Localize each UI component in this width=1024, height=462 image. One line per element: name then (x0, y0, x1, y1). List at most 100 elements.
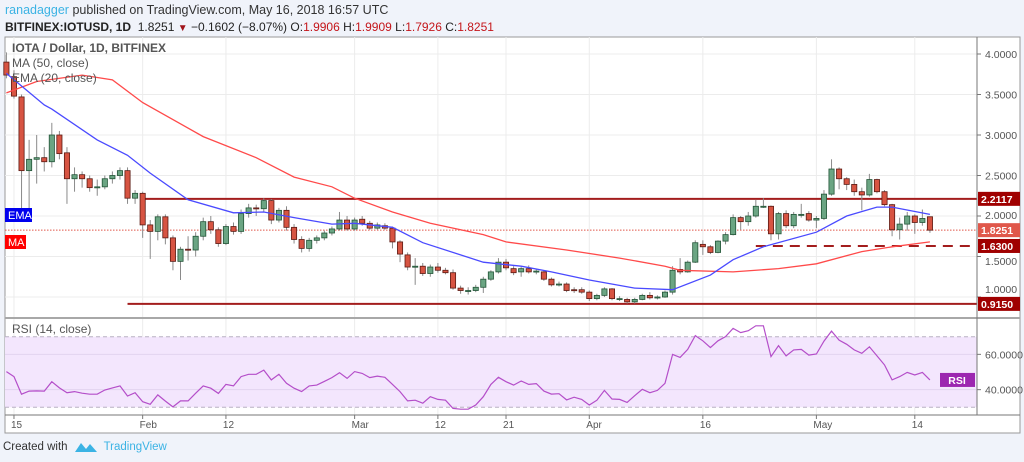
candle[interactable] (586, 290, 593, 302)
candle[interactable] (904, 211, 911, 231)
candle[interactable] (858, 187, 865, 211)
candle[interactable] (328, 226, 335, 236)
candle[interactable] (245, 203, 252, 218)
author-link[interactable]: ranadagger (5, 3, 69, 17)
candle[interactable] (836, 167, 843, 190)
candle[interactable] (631, 297, 638, 304)
candle[interactable] (767, 205, 774, 241)
candle[interactable] (283, 206, 290, 231)
candle[interactable] (253, 204, 260, 216)
candle[interactable] (873, 178, 880, 194)
candle[interactable] (200, 217, 207, 241)
candle[interactable] (487, 270, 494, 281)
candle[interactable] (745, 211, 752, 226)
candle[interactable] (154, 214, 161, 241)
candle[interactable] (616, 296, 623, 302)
candle[interactable] (722, 232, 729, 245)
candle[interactable] (699, 240, 706, 255)
candle[interactable] (533, 269, 540, 275)
candle[interactable] (556, 281, 563, 287)
candle[interactable] (260, 198, 267, 212)
candle[interactable] (48, 122, 55, 168)
candle[interactable] (707, 245, 714, 255)
candle[interactable] (230, 222, 237, 235)
candle[interactable] (540, 270, 547, 281)
candle[interactable] (805, 211, 812, 222)
candle[interactable] (109, 171, 116, 184)
candle[interactable] (185, 236, 192, 261)
candle[interactable] (147, 220, 154, 259)
candle[interactable] (525, 265, 532, 274)
candle[interactable] (192, 232, 199, 257)
candle[interactable] (222, 224, 229, 246)
candle[interactable] (442, 267, 449, 275)
candle[interactable] (495, 258, 502, 274)
candle[interactable] (851, 179, 858, 196)
candle[interactable] (457, 285, 464, 294)
candle[interactable] (548, 277, 555, 287)
candle[interactable] (116, 167, 123, 180)
candle[interactable] (639, 293, 646, 301)
candle[interactable] (578, 287, 585, 294)
candle[interactable] (654, 295, 661, 300)
candle[interactable] (646, 292, 653, 300)
candle[interactable] (760, 198, 767, 208)
legend-ma[interactable]: MA (50, close) (12, 56, 89, 70)
candle[interactable] (419, 262, 426, 276)
candle[interactable] (798, 203, 805, 218)
candle[interactable] (298, 236, 305, 253)
candle[interactable] (177, 246, 184, 280)
candle[interactable] (820, 190, 827, 221)
candle[interactable] (775, 211, 782, 240)
candle[interactable] (896, 217, 903, 240)
candle[interactable] (10, 70, 17, 99)
candle[interactable] (571, 287, 578, 293)
candle[interactable] (124, 167, 131, 204)
candle[interactable] (752, 199, 759, 218)
candle[interactable] (828, 159, 835, 196)
candle[interactable] (881, 190, 888, 207)
candle[interactable] (18, 94, 25, 222)
candle[interactable] (813, 216, 820, 229)
candle[interactable] (397, 240, 404, 263)
candle[interactable] (56, 130, 63, 160)
candle[interactable] (518, 267, 525, 277)
candle[interactable] (321, 230, 328, 241)
candle[interactable] (714, 240, 721, 254)
candle[interactable] (843, 177, 850, 191)
candle[interactable] (268, 198, 275, 225)
candle[interactable] (101, 175, 108, 190)
candle[interactable] (86, 175, 93, 192)
candle[interactable] (472, 284, 479, 293)
candle[interactable] (63, 147, 70, 204)
candle[interactable] (132, 190, 139, 204)
candle[interactable] (563, 282, 570, 293)
candle[interactable] (139, 191, 146, 238)
candle[interactable] (238, 209, 245, 234)
candle[interactable] (480, 276, 487, 293)
candle[interactable] (351, 217, 358, 231)
candle[interactable] (94, 179, 101, 196)
candle[interactable] (624, 297, 631, 304)
legend-ema[interactable]: EMA (20, close) (12, 71, 97, 85)
candle[interactable] (911, 214, 918, 234)
candle[interactable] (207, 216, 214, 234)
candle[interactable] (26, 139, 33, 213)
candle[interactable] (783, 210, 790, 229)
candle[interactable] (33, 135, 40, 184)
candle[interactable] (737, 216, 744, 230)
candle[interactable] (79, 171, 86, 188)
candle[interactable] (661, 290, 668, 298)
candle[interactable] (41, 147, 48, 172)
candle[interactable] (71, 167, 78, 192)
candle[interactable] (465, 287, 472, 295)
candle[interactable] (427, 264, 434, 277)
candle[interactable] (162, 214, 169, 245)
candle[interactable] (692, 240, 699, 263)
candle[interactable] (609, 288, 616, 301)
candle[interactable] (412, 258, 419, 285)
candle[interactable] (389, 226, 396, 249)
candle[interactable] (169, 235, 176, 271)
candle[interactable] (306, 237, 313, 252)
